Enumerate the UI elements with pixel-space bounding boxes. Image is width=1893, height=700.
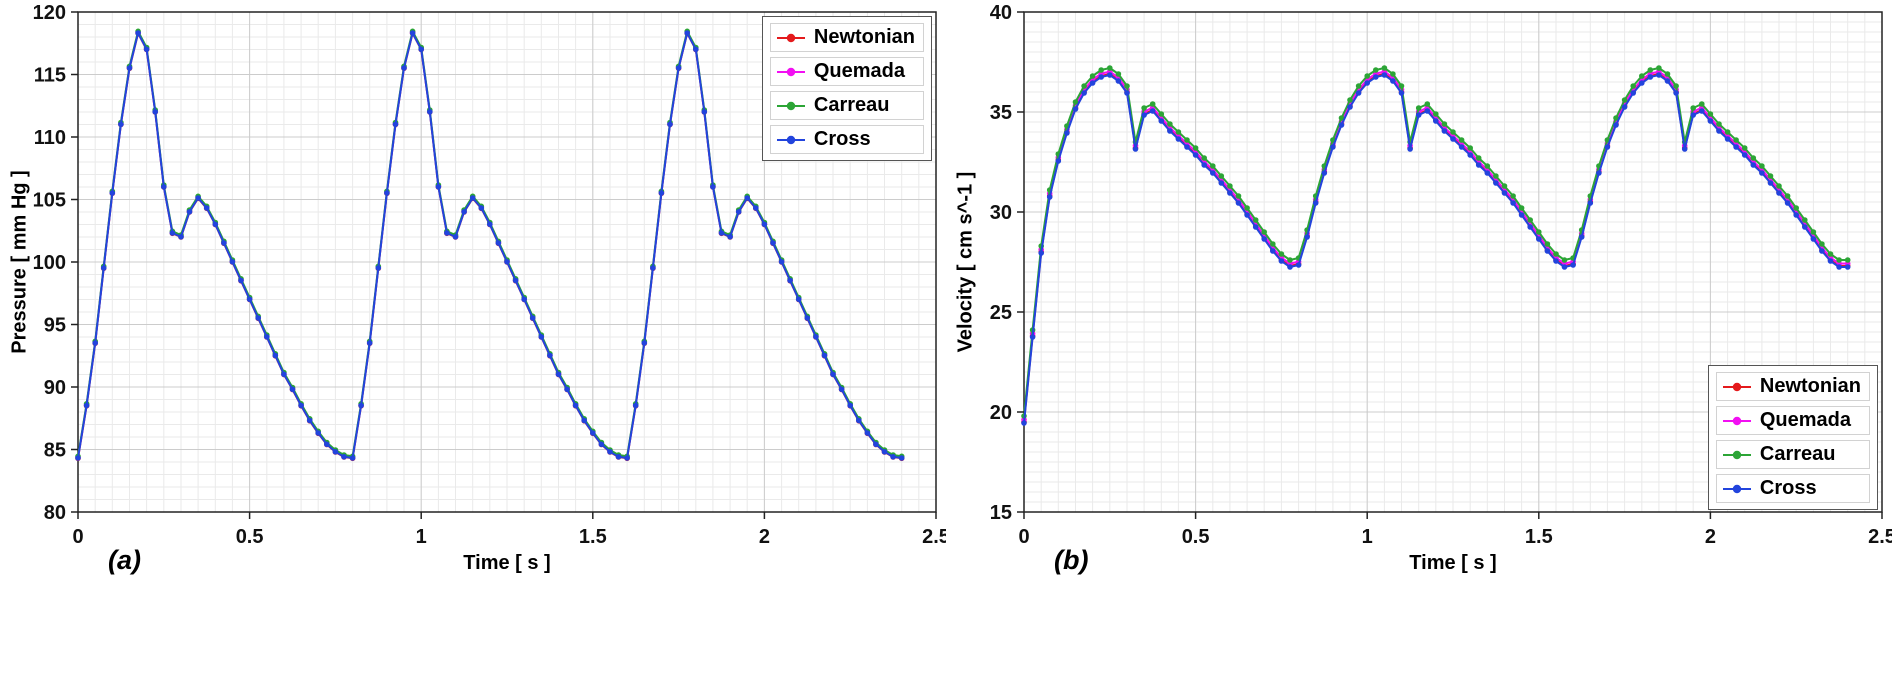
series-carreau (1021, 65, 1851, 419)
legend-item-newtonian: Newtonian (769, 23, 924, 52)
legend-item-quemada: Quemada (769, 57, 924, 86)
chart-a-panel-label: (a) (108, 545, 141, 575)
legend-item-cross: Cross (1715, 474, 1870, 503)
chart-a-legend: Newtonian Quemada Carreau Cross (761, 16, 932, 161)
circle-marker-icon (776, 31, 806, 45)
axis-ticks: 0 0.5 1 1.5 2 2.5 80 85 90 95 100 105 110 115 120 (33, 2, 946, 548)
y-tick-label: 15 (990, 502, 1012, 524)
circle-marker-icon (1722, 448, 1752, 462)
y-tick-label: 30 (990, 202, 1012, 224)
x-tick-label: 0.5 (1182, 526, 1210, 548)
circle-marker-icon (1722, 380, 1752, 394)
x-tick-label: 1.5 (579, 526, 607, 548)
chart-a-canvas: 0 0.5 1 1.5 2 2.5 80 85 90 95 100 105 110 115 120 (33, 2, 946, 548)
y-tick-label: 40 (990, 2, 1012, 24)
x-tick-label: 0 (72, 526, 83, 548)
series-cross (1021, 72, 1851, 426)
legend-item-newtonian: Newtonian (1715, 372, 1870, 401)
grid (77, 11, 937, 513)
y-tick-label: 115 (34, 65, 66, 87)
x-tick-label: 2.5 (1868, 526, 1892, 548)
legend-label: Cross (813, 128, 871, 150)
plot-frame (1023, 11, 1883, 513)
y-tick-label: 20 (990, 402, 1012, 424)
y-tick-label: 120 (33, 2, 66, 24)
legend-item-carreau: Carreau (1715, 440, 1870, 469)
x-tick-label: 1.5 (1525, 526, 1553, 548)
x-tick-label: 0 (1018, 526, 1029, 548)
chart-a-x-axis-title: Time [ s ] (463, 552, 551, 574)
y-tick-label: 110 (34, 127, 66, 149)
circle-marker-icon (1722, 482, 1752, 496)
legend-label: Quemada (1759, 409, 1852, 431)
legend-label: Newtonian (1759, 375, 1861, 397)
chart-a-y-axis-title: Pressure [ mm Hg ] (8, 170, 31, 354)
y-tick-label: 25 (990, 302, 1012, 324)
x-tick-label: 2 (759, 526, 770, 548)
chart-b-legend: Newtonian Quemada Carreau Cross (1707, 365, 1878, 510)
y-tick-label: 35 (990, 102, 1012, 124)
x-tick-label: 0.5 (236, 526, 264, 548)
circle-marker-icon (776, 133, 806, 147)
chart-b-canvas: 0 0.5 1 1.5 2 2.5 15 20 25 30 35 40 (990, 2, 1892, 548)
legend-label: Cross (1759, 477, 1817, 499)
y-tick-label: 100 (33, 252, 66, 274)
y-tick-label: 90 (44, 377, 66, 399)
x-tick-label: 1 (416, 526, 427, 548)
x-tick-label: 2 (1705, 526, 1716, 548)
legend-label: Newtonian (813, 26, 915, 48)
y-tick-label: 80 (44, 502, 66, 524)
chart-b-y-axis-title: Velocity [ cm s^-1 ] (954, 171, 977, 353)
chart-b-panel-label: (b) (1054, 545, 1089, 575)
legend-item-carreau: Carreau (769, 91, 924, 120)
circle-marker-icon (776, 65, 806, 79)
circle-marker-icon (776, 99, 806, 113)
y-tick-label: 95 (44, 315, 66, 337)
x-tick-label: 2.5 (922, 526, 946, 548)
y-tick-label: 105 (33, 190, 66, 212)
legend-item-cross: Cross (769, 125, 924, 154)
axis-ticks: 0 0.5 1 1.5 2 2.5 15 20 25 30 35 40 (990, 2, 1892, 548)
chart-a: 0 0.5 1 1.5 2 2.5 80 85 90 95 100 105 110 115 120 Pres… (0, 0, 947, 660)
legend-label: Carreau (1759, 443, 1836, 465)
series-cross (75, 30, 905, 461)
legend-label: Quemada (813, 60, 906, 82)
y-tick-label: 85 (44, 440, 66, 462)
chart-b: 0 0.5 1 1.5 2 2.5 15 20 25 30 35 40 Velocity [ cm s… (946, 0, 1893, 660)
circle-marker-icon (1722, 414, 1752, 428)
x-tick-label: 1 (1362, 526, 1373, 548)
legend-label: Carreau (813, 94, 890, 116)
chart-b-x-axis-title: Time [ s ] (1409, 552, 1497, 574)
legend-item-quemada: Quemada (1715, 406, 1870, 435)
